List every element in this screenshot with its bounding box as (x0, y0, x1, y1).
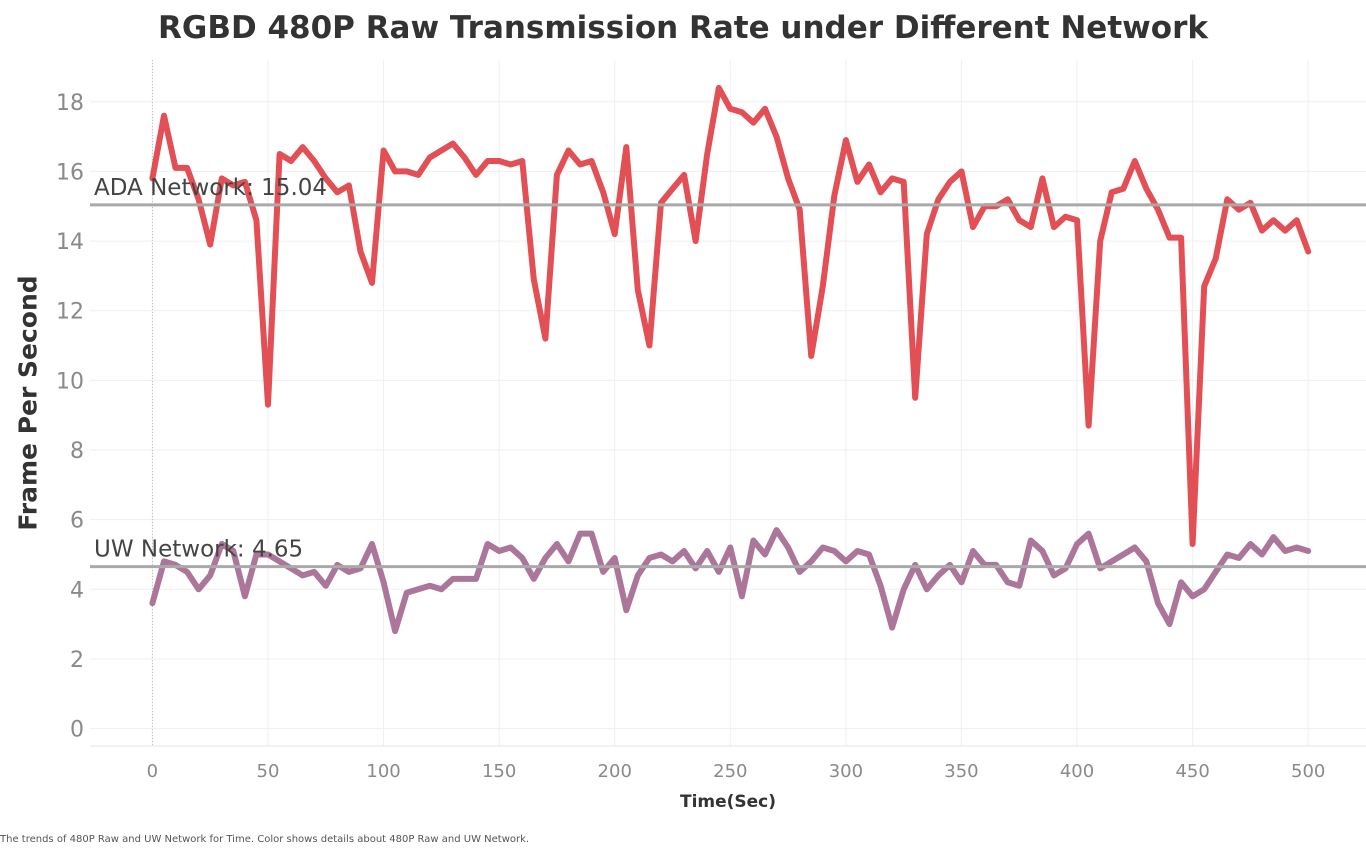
y-axis-label: Frame Per Second (13, 275, 43, 531)
x-tick-label: 0 (147, 761, 158, 782)
reference-lines: ADA Network: 15.04 UW Network: 4.65 (90, 175, 1366, 569)
chart-title: RGBD 480P Raw Transmission Rate under Di… (158, 10, 1208, 46)
series-line-1 (149, 84, 1312, 547)
y-tick-label: 2 (70, 648, 84, 673)
x-tick-label: 150 (482, 761, 516, 782)
axis-ticks: 0 50 100 150 200 250 300 350 400 450 500 0 2 4 6 8 10 12 1… (56, 91, 1325, 782)
x-tick-label: 500 (1291, 761, 1325, 782)
x-tick-label: 100 (366, 761, 400, 782)
y-tick-label: 6 (70, 509, 84, 534)
series-line-2 (149, 527, 1312, 635)
x-tick-label: 400 (1060, 761, 1094, 782)
y-tick-label: 14 (56, 230, 84, 255)
x-tick-label: 250 (713, 761, 747, 782)
y-tick-label: 8 (70, 439, 84, 464)
y-tick-label: 4 (70, 578, 84, 603)
y-tick-label: 18 (56, 91, 84, 116)
reference-line-label: UW Network: 4.65 (94, 537, 303, 563)
x-tick-label: 300 (829, 761, 863, 782)
x-tick-label: 200 (598, 761, 632, 782)
y-tick-label: 0 (70, 718, 84, 743)
x-tick-label: 450 (1175, 761, 1209, 782)
chart-caption: The trends of 480P Raw and UW Network fo… (0, 834, 530, 845)
x-tick-label: 50 (257, 761, 280, 782)
reference-line-label: ADA Network: 15.04 (94, 175, 327, 201)
series-lines (149, 84, 1312, 635)
y-tick-label: 16 (56, 160, 84, 185)
y-tick-label: 12 (56, 300, 84, 325)
x-tick-label: 350 (944, 761, 978, 782)
y-tick-label: 10 (56, 369, 84, 394)
x-axis-label: Time(Sec) (679, 792, 777, 812)
